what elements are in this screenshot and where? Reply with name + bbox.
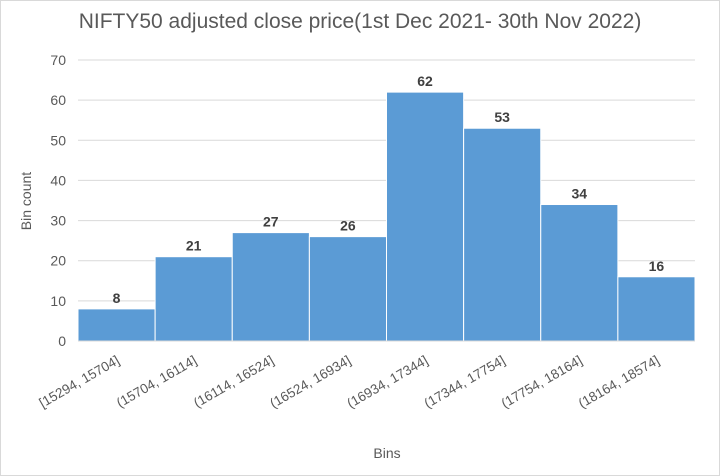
y-tick-label: 40 [50,172,66,188]
y-tick-label: 20 [50,253,66,269]
bar [77,308,156,342]
data-label: 34 [572,186,588,202]
data-label: 62 [417,73,433,89]
bar [231,232,310,342]
y-tick-label: 0 [58,333,66,349]
x-tick-label: (16934, 17344] [344,353,430,411]
y-tick-label: 50 [50,132,66,148]
data-label: 53 [494,109,510,125]
bar [154,256,233,342]
x-tick-label: (16114, 16524] [191,353,276,411]
x-tick-label: (17754, 18164] [499,353,585,411]
bar [617,276,696,342]
data-label: 8 [113,290,121,306]
x-tick-label: (16524, 16934] [267,353,353,411]
data-label: 27 [263,214,279,230]
x-axis-title: Bins [373,445,401,461]
y-tick-label: 60 [50,92,66,108]
bar [386,91,465,342]
data-label: 26 [340,218,356,234]
bar [463,127,542,342]
chart-title: NIFTY50 adjusted close price(1st Dec 202… [78,10,642,33]
y-tick-label: 30 [50,213,66,229]
bar [540,204,619,342]
y-tick-label: 70 [50,52,66,68]
x-tick-label: (17344, 17754] [422,353,508,411]
x-tick-label: (15704, 16114] [114,353,199,411]
data-label: 16 [649,258,665,274]
data-label: 21 [186,238,202,254]
x-tick-label: [15294, 15704] [37,353,123,411]
x-tick-label: (18164, 18574] [576,353,662,411]
y-tick-label: 10 [50,293,66,309]
bar [308,236,387,342]
